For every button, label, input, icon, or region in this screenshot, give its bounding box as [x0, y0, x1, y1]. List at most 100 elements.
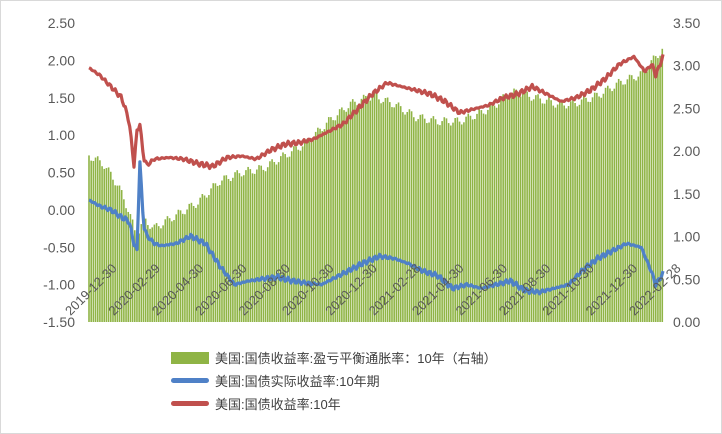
breakeven-bar [445, 118, 448, 322]
breakeven-bar [171, 221, 173, 322]
breakeven-bar [240, 176, 243, 322]
breakeven-bar [578, 104, 581, 323]
breakeven-bar [635, 80, 637, 323]
left-axis-tick-label: 2.00 [48, 52, 75, 68]
breakeven-bar [306, 138, 308, 322]
breakeven-bar [439, 125, 441, 322]
breakeven-bar [208, 195, 210, 322]
legend-label-nominal-yield: 美国:国债收益率:10年 [215, 397, 341, 412]
breakeven-bar [129, 214, 132, 322]
breakeven-bar [181, 213, 184, 322]
left-axis-tick-label: 0.00 [48, 202, 75, 218]
breakeven-bar [569, 101, 572, 323]
breakeven-bar [99, 160, 101, 322]
breakeven-bar [452, 122, 454, 322]
breakeven-bar [175, 214, 177, 322]
breakeven-bar [297, 149, 300, 322]
breakeven-bar [125, 208, 127, 322]
breakeven-bar [563, 105, 565, 322]
breakeven-bar [630, 75, 633, 323]
breakeven-bar [264, 171, 267, 322]
breakeven-bar [317, 127, 319, 322]
breakeven-bar [604, 87, 607, 322]
breakeven-bar [628, 74, 631, 323]
breakeven-bar [541, 103, 544, 322]
legend-item-nominal-yield: 美国:国债收益率:10年 [171, 392, 591, 415]
breakeven-bar [559, 100, 561, 322]
left-axis-tick-label: -1.00 [43, 277, 75, 293]
breakeven-bar [334, 120, 337, 322]
nominal-yield-line [88, 54, 665, 171]
breakeven-bar [478, 109, 480, 322]
breakeven-bar [314, 131, 317, 322]
breakeven-bar [96, 156, 99, 322]
breakeven-bar [517, 94, 520, 322]
breakeven-bar [173, 220, 175, 322]
breakeven-bar [384, 98, 387, 322]
breakeven-bar [216, 185, 219, 322]
right-axis-tick-label: 2.50 [673, 100, 700, 116]
breakeven-bar [293, 146, 295, 322]
breakeven-bar [585, 97, 587, 322]
legend-swatch-real-yield [171, 378, 209, 383]
breakeven-bar [613, 88, 616, 322]
breakeven-bar [341, 107, 343, 323]
breakeven-bar [227, 178, 230, 322]
breakeven-bar [561, 100, 563, 322]
breakeven-bar [399, 106, 402, 322]
breakeven-bar [249, 169, 252, 322]
breakeven-bar [303, 140, 306, 322]
breakeven-bar [275, 164, 278, 322]
breakeven-bar [423, 118, 426, 323]
bars-layer [88, 48, 664, 323]
breakeven-bar [480, 110, 483, 322]
breakeven-bar [391, 107, 393, 322]
breakeven-bar [556, 104, 559, 322]
breakeven-bar [508, 98, 511, 322]
breakeven-bar [308, 140, 310, 322]
breakeven-bar [375, 93, 378, 323]
breakeven-bar [155, 223, 158, 322]
breakeven-bar [458, 121, 461, 322]
breakeven-bar [229, 181, 232, 322]
breakeven-bar [609, 88, 611, 322]
breakeven-bar [430, 118, 433, 322]
breakeven-bar [615, 82, 618, 322]
breakeven-bar [548, 97, 550, 323]
breakeven-bar [406, 112, 409, 322]
breakeven-bar [378, 99, 380, 322]
breakeven-bar [611, 91, 613, 323]
breakeven-bar [447, 123, 450, 322]
breakeven-bar [195, 207, 197, 322]
breakeven-bar [114, 185, 116, 322]
breakeven-bar [284, 154, 286, 322]
breakeven-bar [214, 183, 217, 322]
legend-swatch-bars [171, 351, 209, 364]
breakeven-bar [606, 85, 609, 322]
breakeven-bar [511, 92, 513, 323]
breakeven-bar [266, 167, 269, 322]
breakeven-bar [626, 79, 629, 322]
breakeven-bar [622, 84, 624, 322]
breakeven-bar [650, 60, 653, 322]
breakeven-bar [94, 157, 97, 322]
breakeven-bar [140, 224, 143, 322]
breakeven-bar [369, 100, 371, 322]
legend-item-real-yield: 美国:国债实际收益率:10年期 [171, 369, 591, 392]
legend: 美国:国债收益率:盈亏平衡通胀率：10年（右轴） 美国:国债实际收益率:10年期… [171, 346, 591, 415]
breakeven-bar [450, 125, 452, 322]
breakeven-bar [210, 188, 212, 322]
breakeven-bar [221, 180, 223, 322]
right-axis-tick-label: 0.50 [673, 271, 700, 287]
breakeven-bar [596, 92, 598, 323]
right-axis-tick-label: 1.50 [673, 186, 700, 202]
breakeven-bar [120, 190, 123, 322]
breakeven-bar [332, 120, 334, 322]
breakeven-bar [336, 115, 339, 322]
breakeven-bar [487, 109, 489, 322]
breakeven-bar [426, 123, 428, 323]
breakeven-bar [116, 185, 119, 322]
breakeven-bar [138, 233, 140, 322]
breakeven-bar [203, 195, 206, 322]
breakeven-bar [103, 168, 106, 322]
